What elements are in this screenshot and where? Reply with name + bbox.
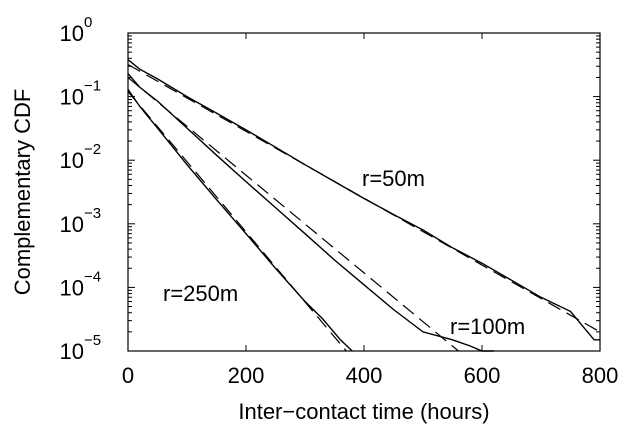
y-tick-label: 10 0	[60, 14, 93, 46]
y-tick-base: 10	[60, 85, 84, 110]
x-tick-label: 200	[228, 363, 265, 388]
annotation-r50m: r=50m	[362, 166, 425, 191]
y-tick-exponent: −2	[84, 141, 101, 158]
plot-frame	[127, 32, 601, 352]
y-tick-exponent: −1	[84, 78, 101, 95]
y-tick-label: 10 −3	[60, 205, 102, 237]
x-tick-label: 0	[122, 363, 134, 388]
y-tick-label: 10 −2	[60, 141, 102, 173]
y-tick-base: 10	[60, 275, 84, 300]
series-layer	[127, 59, 601, 352]
y-tick-exponent: −5	[84, 332, 101, 349]
y-tick-label: 10 −5	[60, 332, 102, 364]
y-tick-exponent: −4	[84, 268, 101, 285]
y-axis-label: Complementary CDF	[10, 89, 35, 296]
x-tick-label: 600	[464, 363, 501, 388]
fit-line-1	[127, 63, 601, 333]
fit-line-3	[127, 77, 459, 352]
y-tick-base: 10	[60, 212, 84, 237]
y-tick-base: 10	[60, 148, 84, 173]
x-axis-label: Inter−contact time (hours)	[238, 399, 489, 424]
y-tick-base: 10	[60, 21, 84, 46]
annotation-r250m: r=250m	[163, 281, 238, 306]
x-tick-label: 400	[346, 363, 383, 388]
x-tick-label: 800	[582, 363, 619, 388]
series-line-2	[127, 73, 494, 352]
y-tick-label: 10 −4	[60, 268, 102, 300]
fit-line-5	[127, 91, 347, 352]
y-tick-label: 10 −1	[60, 78, 102, 110]
series-line-4	[127, 89, 353, 352]
labels-layer: Inter−contact time (hours) Complementary…	[10, 89, 525, 424]
y-tick-base: 10	[60, 339, 84, 364]
y-tick-exponent: 0	[84, 14, 92, 31]
series-line-0	[127, 59, 600, 341]
y-tick-exponent: −3	[84, 205, 101, 222]
annotation-r100m: r=100m	[450, 314, 525, 339]
